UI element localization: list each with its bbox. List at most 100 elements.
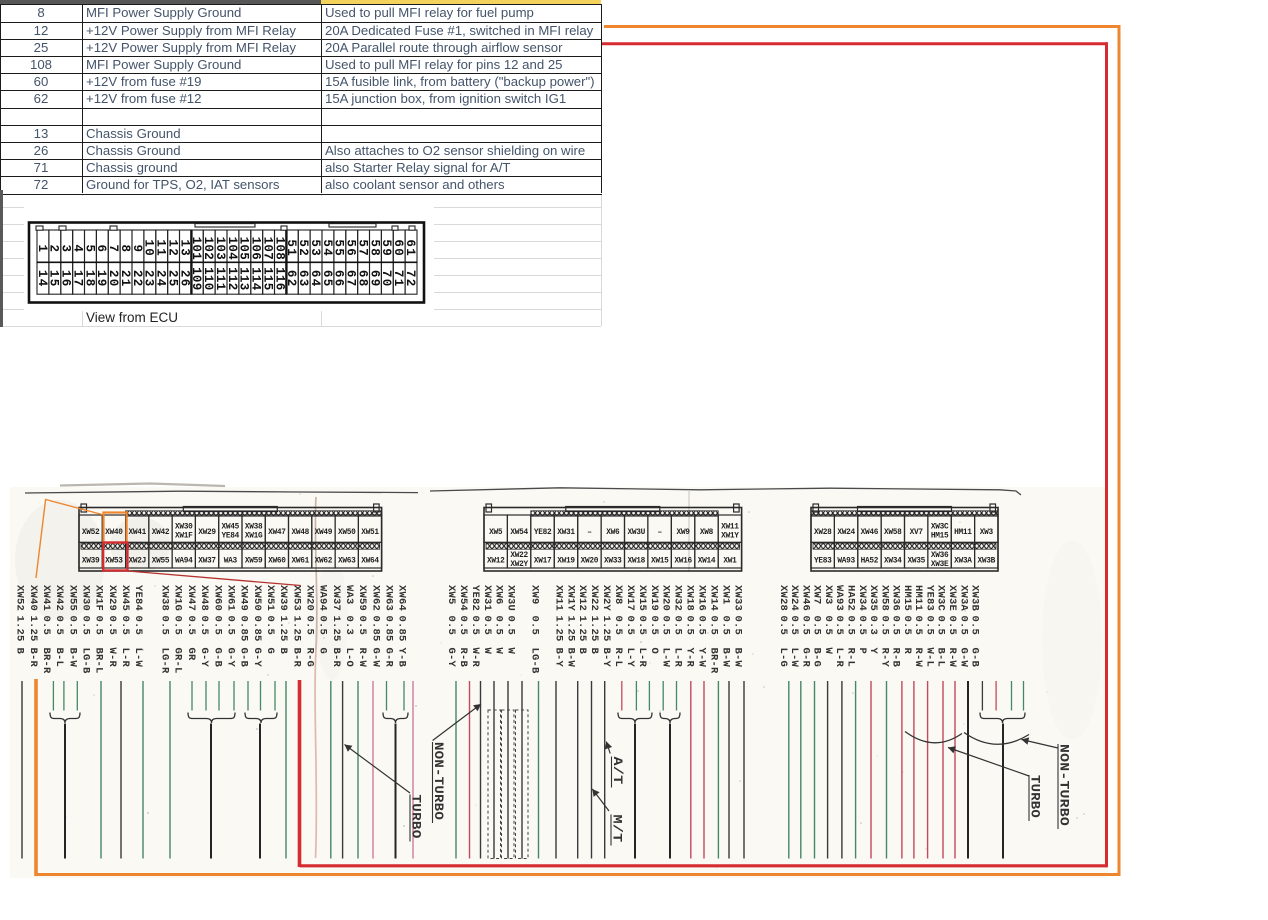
svg-text:XW5: XW5 bbox=[445, 585, 457, 605]
svg-text:66: 66 bbox=[332, 270, 346, 288]
svg-text:XW58: XW58 bbox=[878, 585, 890, 611]
svg-text:XW24: XW24 bbox=[788, 585, 800, 611]
svg-text:0.5: 0.5 bbox=[696, 616, 708, 636]
svg-text:101: 101 bbox=[189, 237, 203, 260]
svg-text:L-R: L-R bbox=[672, 648, 684, 668]
svg-text:60: 60 bbox=[391, 239, 405, 257]
svg-text:17: 17 bbox=[71, 270, 85, 288]
svg-text:XW1F: XW1F bbox=[175, 533, 193, 541]
svg-text:0.5: 0.5 bbox=[777, 616, 789, 636]
svg-text:XW18: XW18 bbox=[627, 558, 645, 566]
svg-text:Y-R: Y-R bbox=[684, 648, 696, 668]
svg-text:–: – bbox=[587, 529, 592, 537]
svg-text:16: 16 bbox=[59, 270, 73, 288]
svg-text:XW42: XW42 bbox=[53, 585, 65, 611]
svg-text:XW31: XW31 bbox=[557, 529, 575, 537]
svg-text:0.5: 0.5 bbox=[708, 616, 720, 636]
svg-text:0.5: 0.5 bbox=[264, 616, 276, 636]
svg-text:XW49: XW49 bbox=[315, 529, 333, 537]
svg-text:XW17: XW17 bbox=[534, 558, 552, 566]
svg-text:A/T: A/T bbox=[610, 757, 624, 785]
svg-text:55: 55 bbox=[332, 239, 346, 257]
svg-text:0.5: 0.5 bbox=[901, 616, 913, 636]
svg-text:0.5: 0.5 bbox=[845, 616, 857, 636]
svg-text:19: 19 bbox=[94, 270, 108, 288]
svg-text:G-R: G-R bbox=[799, 648, 811, 668]
svg-text:XW45: XW45 bbox=[222, 524, 240, 532]
svg-text:14: 14 bbox=[35, 270, 49, 288]
svg-text:XW30: XW30 bbox=[175, 524, 193, 532]
svg-text:XW47: XW47 bbox=[185, 585, 197, 611]
svg-text:0.3: 0.3 bbox=[867, 616, 879, 636]
svg-text:B: B bbox=[576, 648, 588, 655]
svg-text:W-L: W-L bbox=[923, 648, 935, 668]
svg-text:22: 22 bbox=[130, 270, 144, 288]
svg-text:L-W: L-W bbox=[132, 648, 144, 668]
svg-text:XW37: XW37 bbox=[330, 585, 342, 611]
svg-text:26: 26 bbox=[177, 270, 191, 288]
svg-text:XW64: XW64 bbox=[361, 558, 379, 566]
svg-text:XW19: XW19 bbox=[648, 585, 660, 611]
svg-text:XW40: XW40 bbox=[27, 585, 39, 611]
svg-text:XW34: XW34 bbox=[884, 558, 902, 566]
svg-text:XW12: XW12 bbox=[487, 558, 505, 566]
svg-text:YE84: YE84 bbox=[132, 585, 144, 611]
svg-text:XW16: XW16 bbox=[674, 558, 692, 566]
svg-text:0.5: 0.5 bbox=[811, 616, 823, 636]
svg-text:XW51: XW51 bbox=[264, 585, 276, 611]
svg-text:WA94: WA94 bbox=[317, 585, 329, 611]
svg-text:XW3C: XW3C bbox=[931, 524, 949, 532]
svg-text:0.5: 0.5 bbox=[505, 616, 517, 636]
svg-text:B-Y: B-Y bbox=[552, 648, 564, 668]
svg-text:B: B bbox=[277, 648, 289, 655]
svg-text:0.5: 0.5 bbox=[788, 616, 800, 636]
svg-text:B-L: B-L bbox=[935, 648, 947, 668]
svg-text:106: 106 bbox=[249, 237, 263, 260]
svg-text:XW3B: XW3B bbox=[978, 558, 996, 566]
svg-text:69: 69 bbox=[367, 270, 381, 288]
svg-text:XW55: XW55 bbox=[66, 585, 78, 611]
svg-text:XW33: XW33 bbox=[731, 585, 743, 611]
svg-text:63: 63 bbox=[296, 270, 310, 288]
svg-text:XW3U: XW3U bbox=[505, 585, 517, 611]
svg-text:1.25: 1.25 bbox=[552, 616, 564, 642]
svg-text:B-Y: B-Y bbox=[600, 648, 612, 668]
svg-text:B-R: B-R bbox=[290, 648, 302, 668]
svg-text:113: 113 bbox=[237, 267, 251, 290]
svg-text:XW1G: XW1G bbox=[172, 585, 184, 611]
svg-text:XW61: XW61 bbox=[224, 585, 236, 611]
svg-text:XW50: XW50 bbox=[338, 529, 356, 537]
svg-text:B-G: B-G bbox=[811, 648, 823, 668]
svg-text:54: 54 bbox=[320, 239, 334, 257]
svg-text:XW53: XW53 bbox=[290, 585, 302, 611]
svg-text:G-Y: G-Y bbox=[198, 648, 210, 668]
svg-text:110: 110 bbox=[201, 267, 215, 290]
svg-text:XW28: XW28 bbox=[814, 529, 832, 537]
svg-text:0.5: 0.5 bbox=[211, 616, 223, 636]
svg-text:HA52: HA52 bbox=[861, 558, 879, 566]
svg-text:B-R: B-R bbox=[330, 648, 342, 668]
svg-text:XW22: XW22 bbox=[588, 585, 600, 611]
svg-text:W: W bbox=[481, 648, 493, 655]
svg-text:XW3U: XW3U bbox=[627, 529, 645, 537]
svg-text:115: 115 bbox=[261, 267, 275, 290]
svg-text:XW36: XW36 bbox=[931, 552, 949, 560]
svg-text:1.25: 1.25 bbox=[564, 616, 576, 642]
svg-text:G: G bbox=[264, 648, 276, 655]
svg-text:72: 72 bbox=[403, 270, 417, 288]
svg-text:XW11: XW11 bbox=[721, 524, 739, 532]
svg-text:XW3E: XW3E bbox=[946, 585, 958, 611]
svg-text:XW54: XW54 bbox=[457, 585, 469, 611]
svg-text:XW38: XW38 bbox=[159, 585, 171, 611]
svg-text:5: 5 bbox=[82, 245, 96, 253]
svg-text:L-O: L-O bbox=[343, 648, 355, 668]
svg-text:XW29: XW29 bbox=[106, 585, 118, 611]
svg-text:0.5: 0.5 bbox=[684, 616, 696, 636]
svg-text:1.25: 1.25 bbox=[330, 616, 342, 642]
svg-text:0.5: 0.5 bbox=[878, 616, 890, 636]
svg-text:R-W: R-W bbox=[946, 648, 958, 668]
svg-text:0.5: 0.5 bbox=[40, 616, 52, 636]
svg-text:XW1: XW1 bbox=[719, 585, 731, 605]
svg-text:0.5: 0.5 bbox=[957, 616, 969, 636]
svg-text:L-G: L-G bbox=[777, 648, 789, 668]
